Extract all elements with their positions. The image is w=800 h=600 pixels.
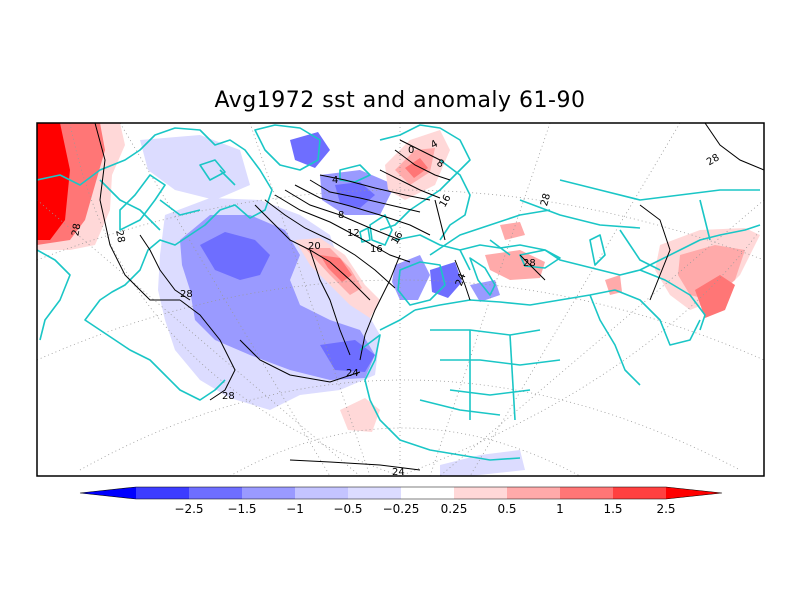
- colorbar-swatch: [560, 487, 614, 499]
- colorbar-swatch: [136, 487, 190, 499]
- colorbar-swatch: [295, 487, 349, 499]
- contour-label: 20: [308, 241, 321, 252]
- contour-label: 16: [370, 244, 383, 255]
- colorbar-tick-label: 1: [556, 502, 564, 516]
- colorbar-swatch: [613, 487, 667, 499]
- contour-label: 28: [523, 258, 536, 269]
- contour-label: 16: [390, 230, 406, 247]
- colorbar-tick-label: 0.25: [441, 502, 468, 516]
- contour-label: 24: [346, 368, 359, 379]
- colorbar-tick-label: −1.5: [227, 502, 256, 516]
- map-area: 28 28 28 28 28 24 24 24 20 16 16 16 12 8…: [37, 123, 764, 478]
- colorbar-tick-label: 0.5: [497, 502, 516, 516]
- colorbar-tick-label: −2.5: [174, 502, 203, 516]
- contour-label: 0: [408, 145, 414, 156]
- colorbar-min-arrow: [80, 487, 136, 499]
- colorbar-tick-label: −0.25: [383, 502, 420, 516]
- contour-label: 8: [338, 210, 344, 221]
- colorbar-swatch: [454, 487, 508, 499]
- contour-label: 28: [180, 289, 193, 300]
- contour-label: 28: [539, 192, 553, 207]
- colorbar: −2.5 −1.5 −1 −0.5 −0.25 0.25 0.5 1 1.5 2.5: [80, 487, 722, 516]
- colorbar-swatch: [189, 487, 243, 499]
- colorbar-tick-label: −0.5: [333, 502, 362, 516]
- colorbar-tick-label: 2.5: [656, 502, 675, 516]
- colorbar-max-arrow: [666, 487, 722, 499]
- contour-label: 12: [347, 228, 360, 239]
- contour-label: 28: [113, 229, 126, 243]
- colorbar-swatch: [507, 487, 561, 499]
- contour-label: 28: [705, 152, 722, 168]
- colorbar-swatch: [348, 487, 402, 499]
- contour-label: 4: [332, 175, 338, 186]
- colorbar-tick-label: 1.5: [603, 502, 622, 516]
- contour-label: 28: [222, 391, 235, 402]
- contour-label: 28: [70, 223, 83, 237]
- colorbar-tick-label: −1: [286, 502, 304, 516]
- anomaly-shading: [37, 123, 760, 476]
- colorbar-swatch: [242, 487, 296, 499]
- contour-label: 16: [438, 193, 454, 210]
- colorbar-swatch: [401, 487, 455, 499]
